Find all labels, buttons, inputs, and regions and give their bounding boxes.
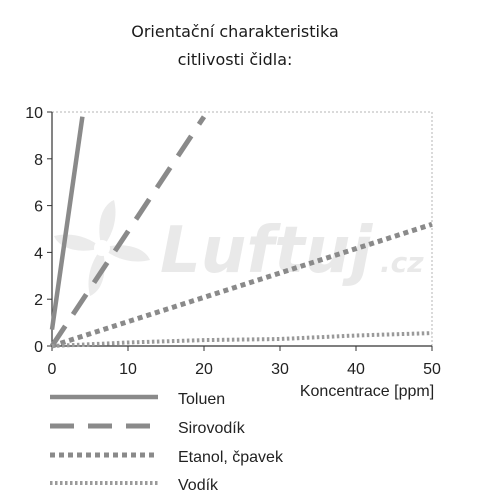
x-tick-label: 50 [423, 361, 441, 378]
series-line-3 [51, 221, 433, 349]
legend-label: Toluen [178, 391, 225, 408]
y-tick-label: 10 [25, 105, 43, 122]
watermark: Luftuj .cz [54, 200, 424, 296]
x-ticks: 0 10 20 30 40 50 [48, 346, 441, 378]
legend-label: Sirovodík [178, 420, 246, 437]
x-tick-label: 30 [271, 361, 289, 378]
legend-label: Etanol, čpavek [178, 449, 284, 466]
y-tick-label: 8 [34, 152, 43, 169]
y-tick-label: 2 [34, 292, 43, 309]
x-tick-label: 10 [119, 361, 137, 378]
chart-title-line-1: Orientační charakteristika [131, 22, 339, 41]
y-tick-label: 4 [34, 245, 43, 262]
series-lines [49, 115, 433, 349]
x-tick-label: 40 [347, 361, 365, 378]
x-tick-label: 20 [195, 361, 213, 378]
x-tick-label: 0 [48, 361, 57, 378]
watermark-suffix: .cz [380, 246, 424, 279]
series-line-2 [49, 115, 207, 348]
legend: Toluen Sirovodík Etanol, čpavek Vodík [50, 391, 284, 494]
x-axis-label: Koncentrace [ppm] [300, 383, 434, 400]
series-line-4 [51, 331, 433, 348]
y-ticks: 0 2 4 6 8 10 [25, 105, 52, 356]
y-tick-label: 0 [34, 339, 43, 356]
chart-title-line-2: citlivosti čidla: [178, 50, 293, 69]
plot-frame [51, 111, 433, 347]
series-line-1 [49, 116, 85, 330]
legend-label: Vodík [178, 477, 219, 494]
y-tick-label: 6 [34, 199, 43, 216]
